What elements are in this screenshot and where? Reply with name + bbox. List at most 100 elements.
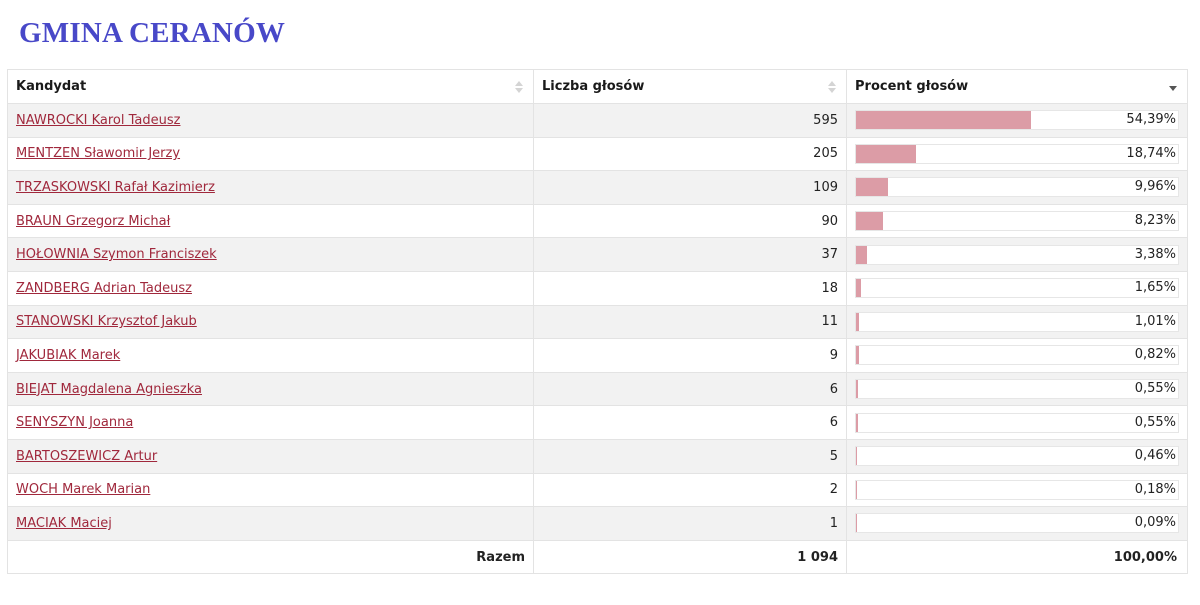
percent-bar-fill [856,178,889,197]
total-votes: 1 094 [533,539,847,575]
percent-cell: 0,55% [846,371,1188,407]
percent-label: 0,55% [1134,381,1176,397]
votes-cell: 205 [533,136,847,172]
sort-desc-icon[interactable] [1169,80,1177,94]
percent-cell: 0,18% [846,472,1188,508]
percent-cell: 18,74% [846,136,1188,172]
candidate-link[interactable]: BIEJAT Magdalena Agnieszka [16,381,202,397]
percent-bar-fill [856,447,858,466]
candidate-cell: MENTZEN Sławomir Jerzy [7,136,534,172]
percent-bar-fill [856,312,860,331]
total-percent: 100,00% [846,539,1188,575]
percent-label: 1,65% [1134,280,1176,296]
percent-cell: 0,82% [846,338,1188,373]
candidate-cell: BARTOSZEWICZ Artur [7,438,534,474]
percent-cell: 8,23% [846,203,1188,239]
page-title: GMINA CERANÓW [19,17,286,49]
column-header-percent[interactable]: Procent głosów [846,69,1188,104]
votes-cell: 109 [533,170,847,205]
votes-cell: 11 [533,304,847,340]
candidate-link[interactable]: MACIAK Maciej [16,515,112,531]
percent-cell: 0,55% [846,405,1188,440]
candidate-cell: JAKUBIAK Marek [7,338,534,373]
percent-label: 0,82% [1134,347,1176,363]
percent-bar: 0,55% [855,379,1179,400]
candidate-cell: WOCH Marek Marian [7,472,534,508]
percent-bar: 9,96% [855,177,1179,198]
candidate-cell: BIEJAT Magdalena Agnieszka [7,371,534,407]
percent-bar: 0,09% [855,513,1179,534]
percent-bar-fill [856,212,883,231]
candidate-link[interactable]: WOCH Marek Marian [16,482,151,498]
percent-bar-fill [856,111,1032,130]
votes-cell: 37 [533,237,847,272]
candidate-cell: STANOWSKI Krzysztof Jakub [7,304,534,340]
votes-cell: 18 [533,270,847,306]
candidate-link[interactable]: HOŁOWNIA Szymon Franciszek [16,247,217,263]
votes-cell: 9 [533,338,847,373]
candidate-link[interactable]: MENTZEN Sławomir Jerzy [16,146,181,162]
percent-cell: 0,46% [846,438,1188,474]
percent-label: 0,46% [1134,448,1176,464]
candidate-link[interactable]: JAKUBIAK Marek [16,347,121,363]
candidate-link[interactable]: TRZASKOWSKI Rafał Kazimierz [16,179,215,195]
percent-label: 0,55% [1134,414,1176,430]
column-header-votes[interactable]: Liczba głosów [533,69,847,104]
percent-bar: 0,82% [855,345,1179,366]
percent-label: 0,18% [1134,481,1176,497]
votes-cell: 595 [533,103,847,138]
percent-bar-fill [856,144,917,163]
percent-bar: 1,65% [855,278,1179,299]
percent-cell: 9,96% [846,170,1188,205]
table-row: BRAUN Grzegorz Michał 90 8,23% [7,203,1188,239]
votes-cell: 5 [533,438,847,474]
candidate-cell: MACIAK Maciej [7,506,534,541]
candidate-cell: BRAUN Grzegorz Michał [7,203,534,239]
column-header-candidate[interactable]: Kandydat [7,69,534,104]
table-row: MENTZEN Sławomir Jerzy 205 18,74% [7,136,1188,172]
percent-bar-fill [856,413,858,432]
sort-both-icon[interactable] [515,80,523,94]
results-table: Kandydat Liczba głosów Procent głosów NA… [7,69,1188,575]
candidate-cell: SENYSZYN Joanna [7,405,534,440]
votes-cell: 90 [533,203,847,239]
total-label: Razem [7,539,534,575]
table-header-row: Kandydat Liczba głosów Procent głosów [7,69,1188,104]
percent-cell: 1,01% [846,304,1188,340]
candidate-cell: NAWROCKI Karol Tadeusz [7,103,534,138]
percent-bar-fill [856,480,857,499]
candidate-link[interactable]: SENYSZYN Joanna [16,415,134,431]
candidate-link[interactable]: ZANDBERG Adrian Tadeusz [16,280,192,296]
percent-bar: 54,39% [855,110,1179,131]
percent-cell: 0,09% [846,506,1188,541]
percent-cell: 54,39% [846,103,1188,138]
candidate-cell: HOŁOWNIA Szymon Franciszek [7,237,534,272]
table-row: TRZASKOWSKI Rafał Kazimierz 109 9,96% [7,170,1188,205]
percent-bar: 0,55% [855,412,1179,433]
votes-cell: 6 [533,371,847,407]
votes-cell: 6 [533,405,847,440]
candidate-link[interactable]: NAWROCKI Karol Tadeusz [16,112,181,128]
percent-label: 18,74% [1126,145,1176,161]
candidate-cell: TRZASKOWSKI Rafał Kazimierz [7,170,534,205]
percent-bar: 8,23% [855,211,1179,232]
table-row: ZANDBERG Adrian Tadeusz 18 1,65% [7,270,1188,306]
candidate-link[interactable]: STANOWSKI Krzysztof Jakub [16,314,197,330]
table-row: BIEJAT Magdalena Agnieszka 6 0,55% [7,371,1188,407]
percent-label: 0,09% [1134,515,1176,531]
percent-label: 9,96% [1134,179,1176,195]
table-row: WOCH Marek Marian 2 0,18% [7,472,1188,508]
candidate-link[interactable]: BARTOSZEWICZ Artur [16,448,158,464]
percent-bar-fill [856,380,858,399]
percent-bar-fill [856,279,862,298]
table-body: NAWROCKI Karol Tadeusz 595 54,39% MENTZEN S… [7,103,1188,541]
column-header-label: Liczba głosów [542,79,645,94]
percent-cell: 3,38% [846,237,1188,272]
sort-both-icon[interactable] [828,80,836,94]
table-row: NAWROCKI Karol Tadeusz 595 54,39% [7,103,1188,138]
candidate-link[interactable]: BRAUN Grzegorz Michał [16,213,171,229]
table-row: SENYSZYN Joanna 6 0,55% [7,405,1188,440]
column-header-label: Kandydat [16,79,87,94]
table-row: MACIAK Maciej 1 0,09% [7,506,1188,541]
percent-bar-fill [856,346,859,365]
